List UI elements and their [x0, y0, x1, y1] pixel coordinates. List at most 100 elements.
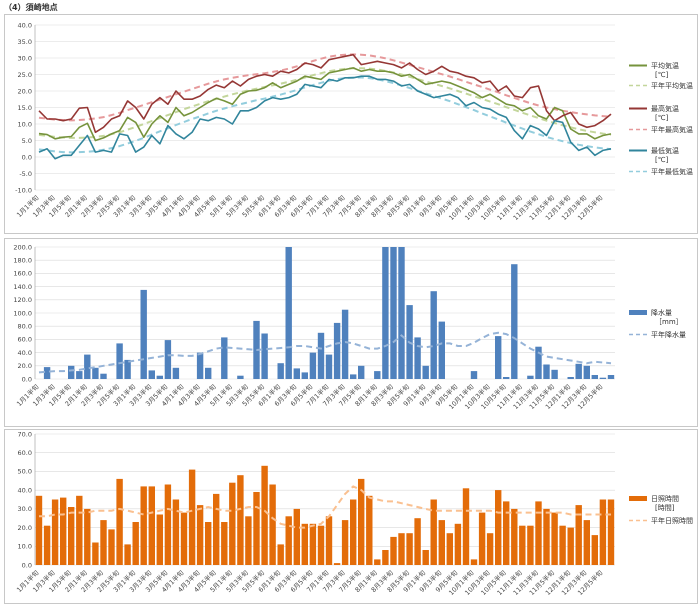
precipitation-bar: [575, 363, 582, 379]
precipitation-bar: [261, 333, 268, 379]
precipitation-bar: [535, 346, 542, 379]
y-tick-label: 0.0: [22, 375, 32, 383]
precipitation-bar: [76, 371, 83, 379]
precipitation-bar: [543, 364, 550, 379]
y-tick-label: 70.0: [18, 430, 32, 438]
sunshine-bar: [382, 550, 389, 565]
sunshine-bar: [196, 505, 204, 565]
y-tick-label: 120.0: [13, 296, 32, 304]
max-temp-line: [38, 53, 612, 134]
y-tick-label: 40.0: [18, 486, 32, 494]
sunshine-legend-unit: [時間]: [655, 504, 675, 512]
y-tick-label: 50.0: [18, 468, 32, 476]
sunshine-bar: [599, 499, 607, 565]
precipitation-normal-legend-label: 平年降水量: [651, 330, 686, 339]
min-temp-line: [38, 75, 612, 160]
sunshine-bar: [503, 501, 510, 565]
precipitation-bar: [358, 365, 365, 379]
y-tick-label: 30.0: [18, 505, 32, 513]
sunshine-bar: [462, 488, 470, 565]
precipitation-bar: [470, 371, 478, 379]
normal-max-temp-legend-label: 平年最高気温: [651, 125, 693, 134]
sunshine-legend-swatch: [629, 496, 647, 501]
sunshine-bar: [76, 495, 83, 565]
sunshine-bar: [156, 514, 163, 565]
sunshine-bar: [366, 495, 373, 565]
sunshine-bar: [390, 536, 397, 565]
y-tick-label: 0.0: [22, 561, 32, 569]
precipitation-bar: [495, 336, 502, 379]
sunshine-bar: [84, 508, 91, 565]
precipitation-legend-unit: ［mm］: [655, 318, 683, 326]
precipitation-bar: [583, 365, 590, 379]
y-tick-label: 5.0: [22, 137, 32, 145]
sunshine-bar: [140, 486, 147, 565]
max-temp-legend-label: 最高気温: [651, 104, 679, 113]
sunshine-bar: [454, 523, 462, 565]
precipitation-legend-label: 降水量: [651, 308, 672, 317]
sunshine-bar: [164, 484, 172, 565]
sunshine-bar: [543, 508, 550, 565]
precipitation-bar: [374, 371, 381, 379]
sunshine-bar: [478, 512, 486, 565]
sunshine-bar: [325, 516, 333, 565]
sunshine-bar: [293, 508, 300, 565]
sunshine-bar: [527, 525, 534, 565]
precipitation-bar: [156, 375, 163, 379]
sunshine-chart-panel: 0.0 10.0 20.0 30.0 40.0 50.0 60.0 70.0 1月1半旬 1月3半…: [4, 429, 698, 604]
sunshine-bar: [567, 527, 574, 565]
precipitation-bar: [124, 359, 131, 379]
precipitation-bar: [140, 289, 147, 379]
y-tick-label: 15.0: [18, 104, 32, 112]
normal-max-temp-line: [38, 53, 612, 122]
precipitation-legend-swatch: [629, 310, 647, 315]
precipitation-chart-panel: 0.0 20.0 40.0 60.0 80.0 100.0 120.0 140.0 160.0 1…: [4, 238, 698, 427]
sunshine-bar: [374, 559, 381, 565]
precipitation-normal-line: [38, 331, 612, 374]
sunshine-bar: [350, 499, 357, 565]
precipitation-bar: [100, 373, 107, 379]
normal-min-temp-legend-label: 平年最低気温: [651, 167, 693, 176]
sunshine-bar: [35, 495, 43, 565]
precipitation-bar: [221, 337, 228, 379]
y-tick-label: 20.0: [18, 362, 32, 370]
sunshine-bar: [591, 535, 598, 565]
min-temp-legend-label: 最低気温: [651, 146, 679, 155]
sunshine-legend-label: 日照時間: [651, 495, 679, 503]
sunshine-bar: [245, 516, 252, 565]
sunshine-bar: [43, 525, 51, 565]
sunshine-bar: [124, 544, 131, 565]
avg-temp-legend-unit: [℃]: [655, 71, 669, 79]
precipitation-bar: [599, 377, 607, 379]
page-title: （4）須崎地点: [4, 3, 58, 12]
normal-avg-temp-legend-label: 平年平均気温: [651, 81, 693, 90]
precipitation-bar: [148, 370, 155, 379]
y-tick-label: 40.0: [18, 349, 32, 357]
precipitation-bar: [84, 354, 91, 379]
precipitation-bar: [341, 309, 349, 379]
sunshine-bar: [559, 525, 566, 565]
precipitation-bar: [317, 332, 325, 379]
sunshine-bar: [301, 523, 308, 565]
temperature-chart-panel: -10.0 -5.0 0.0 5.0 10.0 15.0 20.0 25.0 30.0 35.0 4…: [4, 14, 698, 234]
precipitation-bar: [277, 363, 284, 379]
sunshine-bar: [180, 512, 188, 565]
sunshine-bar: [511, 508, 518, 565]
sunshine-bar: [309, 523, 317, 565]
sunshine-bar: [108, 529, 115, 565]
sunshine-bar: [519, 525, 526, 565]
min-temp-legend-unit: [℃]: [655, 156, 669, 164]
y-tick-label: -5.0: [19, 170, 32, 178]
sunshine-bar: [486, 533, 494, 565]
precipitation-bar: [591, 375, 598, 379]
precipitation-bar: [607, 375, 615, 379]
sunshine-normal-line: [39, 485, 611, 529]
sunshine-bar: [172, 499, 180, 565]
sunshine-chart: 0.010.020.030.040.050.060.070.01月1半旬1月3半…: [14, 430, 693, 597]
sunshine-bar: [470, 559, 478, 565]
precipitation-bar: [390, 247, 397, 379]
y-tick-label: 40.0: [18, 21, 32, 29]
sunshine-bar: [269, 484, 276, 565]
precipitation-bar: [285, 247, 292, 379]
sunshine-bar: [438, 520, 445, 565]
